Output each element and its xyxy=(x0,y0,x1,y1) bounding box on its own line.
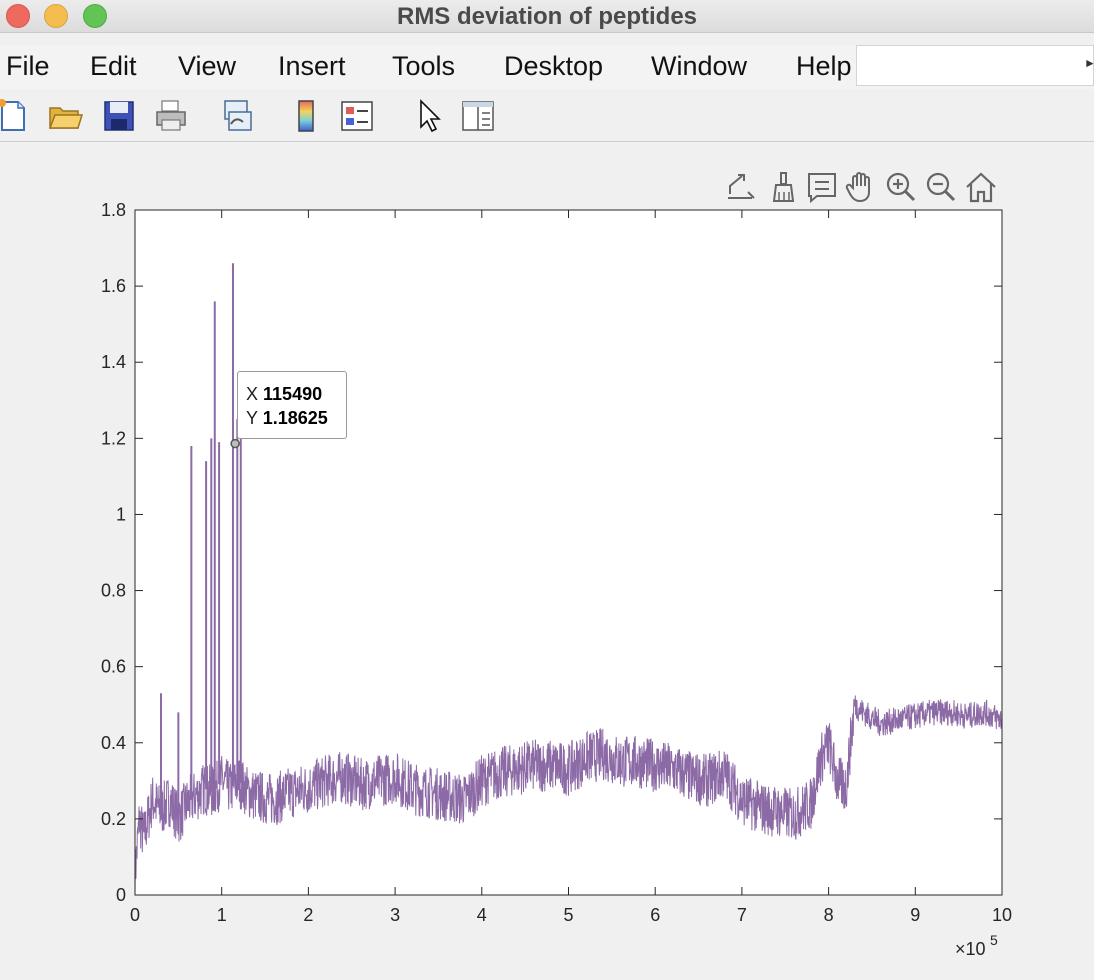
x-exponent-power: 5 xyxy=(990,932,998,948)
x-tick-label-5: 5 xyxy=(563,905,573,925)
x-tick-label-0: 0 xyxy=(130,905,140,925)
x-tick-label-4: 4 xyxy=(477,905,487,925)
export-icon[interactable] xyxy=(724,170,758,204)
datatip-y-row: Y 1.18625 xyxy=(246,406,346,430)
series-layer xyxy=(134,263,1003,896)
zoom-in-icon[interactable] xyxy=(884,170,918,204)
x-tick-label-10: 10 xyxy=(992,905,1012,925)
link-plot-icon[interactable] xyxy=(220,98,256,134)
x-tick-label-9: 9 xyxy=(910,905,920,925)
zoom-out-icon[interactable] xyxy=(924,170,958,204)
y-tick-label-6: 1.2 xyxy=(101,428,126,448)
save-icon[interactable] xyxy=(101,98,137,134)
datatip-y-value: 1.18625 xyxy=(262,408,328,428)
new-figure-icon[interactable] xyxy=(0,98,30,134)
title-bar: RMS deviation of peptides xyxy=(0,0,1094,33)
data-tips-icon[interactable] xyxy=(805,170,839,204)
menu-view[interactable]: View xyxy=(178,51,237,81)
insert-legend-icon[interactable] xyxy=(339,98,375,134)
menu-help[interactable]: Help xyxy=(796,51,852,81)
y-tick-label-2: 0.4 xyxy=(101,733,126,753)
menu-desktop[interactable]: Desktop xyxy=(504,51,604,81)
y-tick-label-9: 1.8 xyxy=(101,200,126,220)
y-tick-label-4: 0.8 xyxy=(101,581,126,601)
y-tick-label-3: 0.6 xyxy=(101,657,126,677)
insert-colorbar-icon[interactable] xyxy=(289,98,325,134)
window-title: RMS deviation of peptides xyxy=(396,3,698,30)
menu-window[interactable]: Window xyxy=(651,51,748,81)
y-tick-label-1: 0.2 xyxy=(101,809,126,829)
y-tick-label-7: 1.4 xyxy=(101,352,126,372)
x-tick-label-6: 6 xyxy=(650,905,660,925)
menu-edit[interactable]: Edit xyxy=(90,51,137,81)
datatip-x-row: X 115490 xyxy=(246,382,346,406)
datatip-box[interactable]: X 115490 Y 1.18625 xyxy=(237,371,347,439)
y-tick-label-5: 1 xyxy=(116,504,126,524)
x-exponent-label: ×10 xyxy=(955,939,986,959)
x-tick-label-2: 2 xyxy=(303,905,313,925)
x-tick-label-1: 1 xyxy=(217,905,227,925)
pan-hand-icon[interactable] xyxy=(844,170,878,204)
maximize-window-button[interactable] xyxy=(83,4,107,28)
edit-plot-pointer-icon[interactable] xyxy=(412,98,448,134)
menu-tools[interactable]: Tools xyxy=(392,51,456,81)
close-window-button[interactable] xyxy=(6,4,30,28)
restore-view-home-icon[interactable] xyxy=(964,170,998,204)
y-tick-label-0: 0 xyxy=(116,885,126,905)
x-tick-label-3: 3 xyxy=(390,905,400,925)
tick-layer: 0 1 2 3 4 5 6 7 8 9 10 0 0.2 0.4 0.6 0.8 1 1.2 1.4 1.6 1.8 xyxy=(101,200,1012,925)
datatip-x-label: X xyxy=(246,384,259,404)
minimize-window-button[interactable] xyxy=(44,4,68,28)
datatip-marker[interactable] xyxy=(230,438,240,449)
x-tick-label-7: 7 xyxy=(737,905,747,925)
menu-file[interactable]: File xyxy=(6,51,50,81)
menu-insert[interactable]: Insert xyxy=(278,51,346,81)
menu-overflow-arrow-icon[interactable]: ► xyxy=(1084,56,1094,70)
y-tick-label-8: 1.6 xyxy=(101,276,126,296)
print-icon[interactable] xyxy=(153,98,189,134)
series-line[interactable] xyxy=(134,695,1003,896)
x-tick-label-8: 8 xyxy=(824,905,834,925)
brush-icon[interactable] xyxy=(766,170,800,204)
datatip-x-value: 115490 xyxy=(263,384,323,404)
open-file-icon[interactable] xyxy=(47,98,83,134)
datatip-y-label: Y xyxy=(246,408,258,428)
menu-bar-blank-area xyxy=(856,45,1094,86)
property-inspector-icon[interactable] xyxy=(460,98,496,134)
